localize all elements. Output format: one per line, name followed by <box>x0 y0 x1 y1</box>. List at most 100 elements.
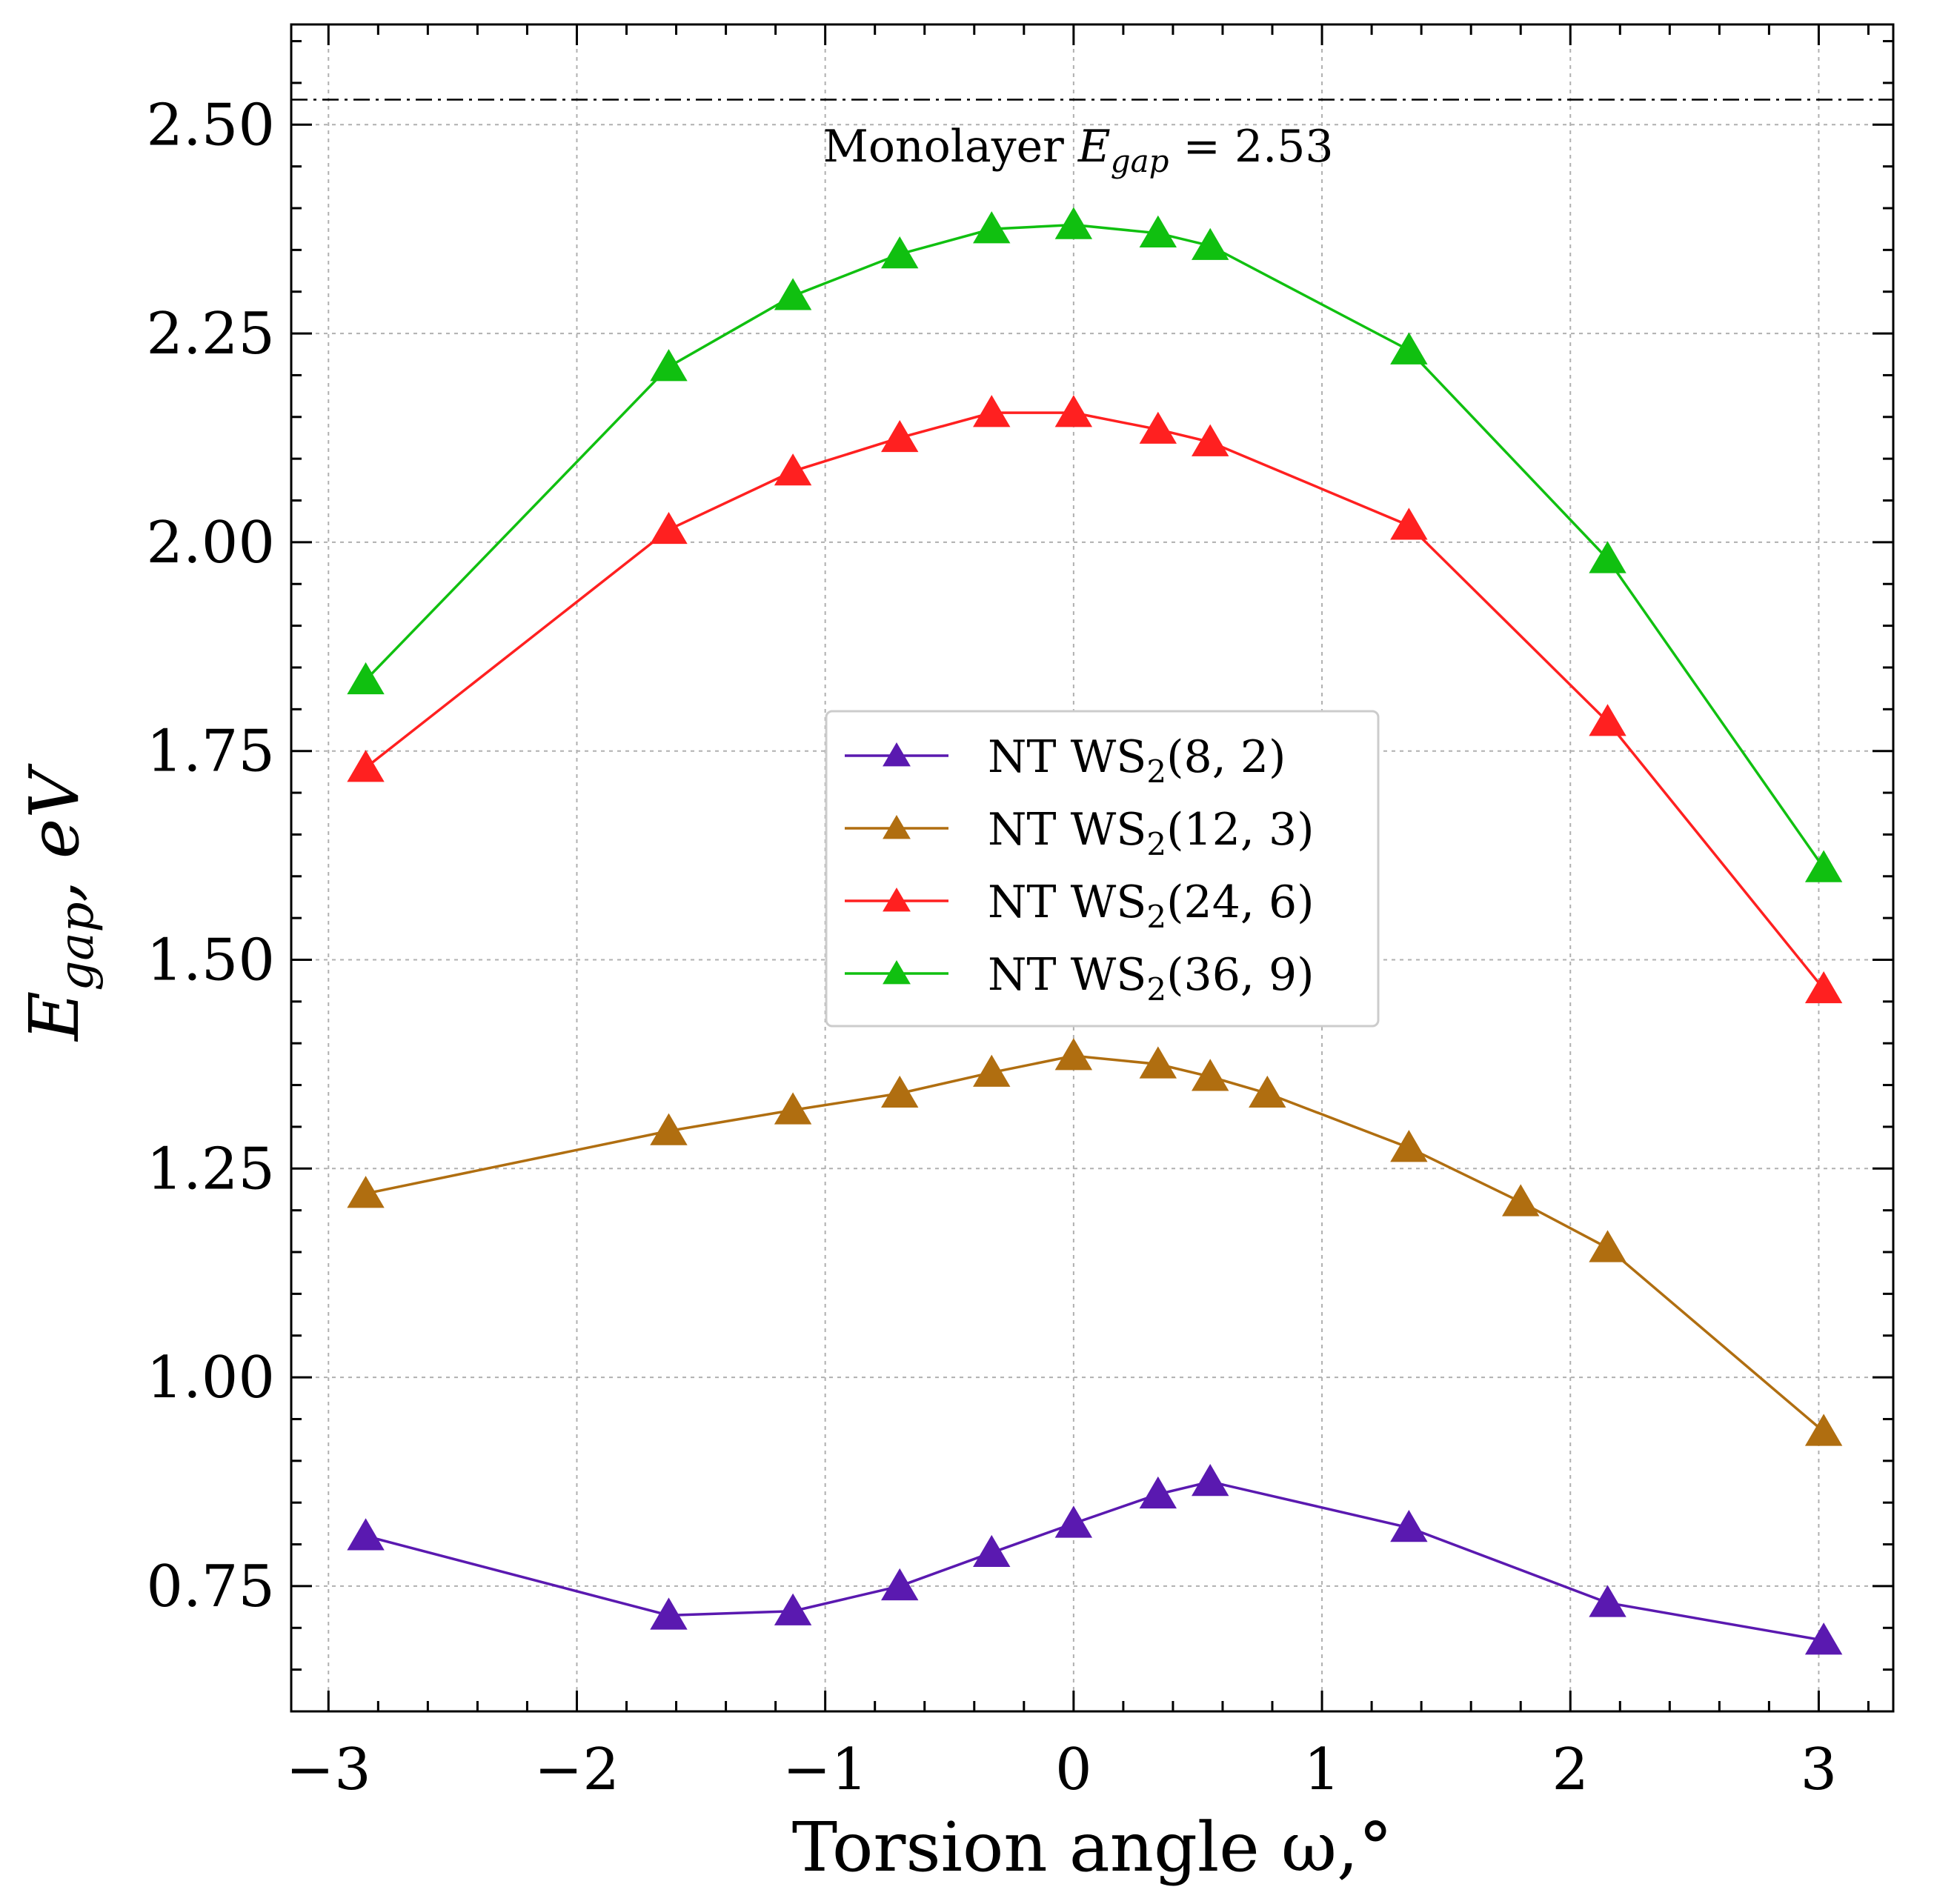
data-point <box>973 1054 1011 1087</box>
data-point <box>650 349 688 382</box>
data-point <box>1589 1585 1626 1617</box>
legend-marker <box>883 888 911 912</box>
legend-marker <box>883 960 911 985</box>
legend-label-prefix: NT WS <box>988 876 1146 928</box>
data-point <box>774 1593 812 1625</box>
data-point <box>881 1075 919 1108</box>
x-tick-label: −2 <box>534 1737 619 1803</box>
x-tick-label: 1 <box>1303 1737 1340 1803</box>
data-point <box>1192 1464 1229 1497</box>
reference-label-suffix: = 2.53 <box>1169 121 1334 173</box>
y-tick-label: 1.50 <box>146 927 275 993</box>
data-point <box>1249 1075 1286 1108</box>
legend-label: NT WS2(12, 3) <box>988 804 1315 862</box>
x-tick-label: 3 <box>1801 1737 1838 1803</box>
y-tick-label: 2.00 <box>146 510 275 576</box>
y-axis-title: Egap, eV <box>15 763 104 1042</box>
reference-label: Monolayer Egap = 2.53 <box>823 121 1333 179</box>
series-layer <box>347 207 1843 1655</box>
data-point <box>1502 1184 1540 1216</box>
data-point <box>1139 1476 1177 1509</box>
legend: NT WS2(8, 2)NT WS2(12, 3)NT WS2(24, 6)NT… <box>825 710 1380 1028</box>
legend-label-sub: 2 <box>1146 753 1166 790</box>
data-point <box>1139 215 1177 248</box>
reference-label-sub: gap <box>1111 143 1169 179</box>
data-point <box>1390 1510 1428 1542</box>
legend-label-sub: 2 <box>1146 899 1166 935</box>
data-point <box>1054 395 1093 427</box>
data-point <box>1589 704 1626 736</box>
data-point <box>650 511 688 545</box>
data-point <box>1139 411 1177 444</box>
y-tick-label: 1.75 <box>146 719 275 785</box>
data-point <box>1804 1622 1843 1655</box>
legend-label: NT WS2(24, 6) <box>988 876 1315 935</box>
y-axis-title-main: E <box>15 991 94 1042</box>
y-tick-label: 2.25 <box>146 301 275 367</box>
data-point <box>881 236 919 269</box>
data-point <box>1804 1414 1843 1446</box>
series-1 <box>347 1464 1843 1655</box>
y-axis-title-sub: gap <box>50 902 104 991</box>
y-tick-label: 0.75 <box>146 1554 275 1620</box>
y-tick-label: 1.25 <box>146 1136 275 1202</box>
x-tick-labels: −3 −2 −1 0 1 2 3 <box>286 1737 1837 1803</box>
data-point <box>347 750 385 782</box>
data-point <box>1589 1230 1626 1262</box>
data-point <box>1192 227 1229 260</box>
legend-marker <box>883 742 911 767</box>
data-point <box>1054 207 1093 239</box>
series-3 <box>347 395 1843 1004</box>
data-point <box>650 1113 688 1145</box>
data-point <box>1390 332 1428 365</box>
data-point <box>1192 424 1229 456</box>
data-point <box>1054 1505 1093 1538</box>
data-point <box>973 1534 1011 1568</box>
legend-marker <box>883 815 911 839</box>
x-tick-label: 2 <box>1552 1737 1589 1803</box>
data-point <box>774 453 812 486</box>
reference-label-prefix: Monolayer <box>823 121 1077 173</box>
legend-label-prefix: NT WS <box>988 949 1146 1001</box>
legend-label: NT WS2(8, 2) <box>988 731 1286 790</box>
legend-entry: NT WS2(8, 2) <box>845 731 1286 790</box>
data-point <box>881 419 919 453</box>
legend-entry: NT WS2(36, 9) <box>845 949 1315 1008</box>
data-point <box>1804 971 1843 1004</box>
legend-label-suffix: (36, 9) <box>1166 949 1314 1001</box>
data-point <box>347 662 385 695</box>
data-point <box>973 211 1011 244</box>
x-tick-label: 0 <box>1055 1737 1092 1803</box>
data-point <box>774 1092 812 1125</box>
x-axis-title: Torsion angle ω,° <box>792 1808 1392 1887</box>
legend-label-sub: 2 <box>1146 971 1166 1008</box>
data-point <box>973 395 1011 427</box>
series-4 <box>347 207 1843 882</box>
series-2 <box>347 1038 1843 1446</box>
data-point <box>1804 850 1843 882</box>
legend-label-suffix: (8, 2) <box>1166 731 1286 783</box>
legend-label-sub: 2 <box>1146 826 1166 862</box>
data-point <box>1390 1130 1428 1162</box>
y-tick-labels: 0.75 1.00 1.25 1.50 1.75 2.00 2.25 2.50 <box>146 92 275 1620</box>
x-tick-label: −3 <box>286 1737 371 1803</box>
y-axis-title-rest: , eV <box>15 763 94 902</box>
legend-label-prefix: NT WS <box>988 804 1146 856</box>
data-point <box>1139 1046 1177 1079</box>
data-point <box>347 1176 385 1208</box>
x-tick-label: −1 <box>782 1737 868 1803</box>
reference-label-var: E <box>1077 121 1111 173</box>
ticks-layer <box>291 24 1893 1711</box>
data-point <box>881 1568 919 1601</box>
legend-entry: NT WS2(24, 6) <box>845 876 1315 935</box>
data-point <box>1589 541 1626 573</box>
data-point <box>650 1597 688 1630</box>
legend-label-suffix: (12, 3) <box>1166 804 1314 856</box>
data-point <box>1054 1038 1093 1071</box>
legend-entries: NT WS2(8, 2)NT WS2(12, 3)NT WS2(24, 6)NT… <box>845 731 1315 1008</box>
legend-entry: NT WS2(12, 3) <box>845 804 1315 862</box>
y-tick-label: 1.00 <box>146 1345 275 1411</box>
y-tick-label: 2.50 <box>146 92 275 159</box>
data-point <box>774 278 812 310</box>
